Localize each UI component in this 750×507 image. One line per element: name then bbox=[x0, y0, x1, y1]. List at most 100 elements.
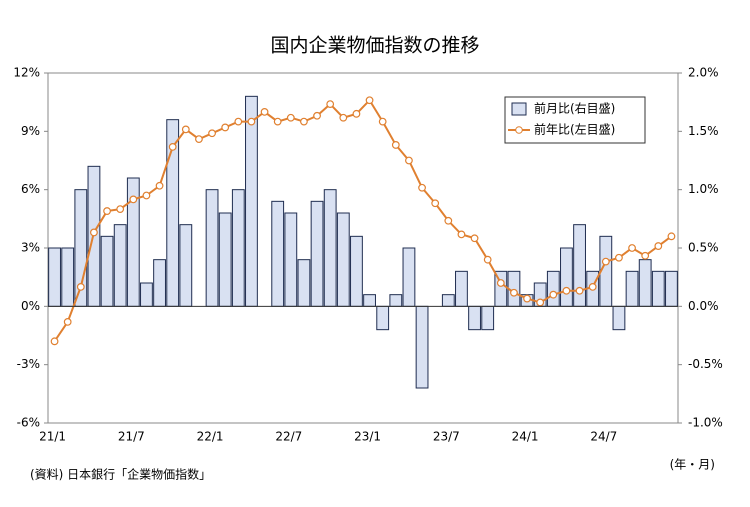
bar bbox=[441, 294, 455, 307]
y2-tick-label: 1.0% bbox=[688, 182, 719, 196]
legend-box bbox=[504, 96, 646, 144]
bar bbox=[231, 189, 245, 307]
line-marker bbox=[654, 242, 663, 250]
source-note: (資料) 日本銀行「企業物価指数」 bbox=[30, 467, 211, 482]
line-marker bbox=[300, 117, 308, 126]
line-marker bbox=[483, 255, 492, 264]
line-marker bbox=[181, 125, 190, 134]
y-tick-label: 9% bbox=[21, 124, 40, 138]
line-marker bbox=[90, 228, 98, 237]
legend-label: 前月比(右目盛) bbox=[534, 101, 615, 116]
line-marker bbox=[76, 282, 85, 291]
line-marker bbox=[273, 117, 282, 126]
line-marker bbox=[103, 207, 111, 215]
line-marker bbox=[247, 117, 256, 126]
line-marker bbox=[562, 286, 571, 295]
line-marker bbox=[155, 181, 164, 190]
bar bbox=[218, 212, 232, 307]
x-tick-label: 23/1 bbox=[354, 430, 381, 444]
y2-tick-label: 0.5% bbox=[688, 241, 719, 255]
x-tick-label: 21/7 bbox=[118, 430, 145, 444]
x-tick-label: 22/1 bbox=[197, 430, 224, 444]
x-axis-label: (年・月) bbox=[670, 458, 715, 472]
bar bbox=[468, 305, 481, 331]
y2-tick-label: 1.5% bbox=[688, 124, 719, 138]
line-marker bbox=[142, 191, 151, 200]
line-marker bbox=[549, 290, 558, 299]
bar bbox=[100, 235, 114, 307]
line-marker bbox=[641, 251, 650, 260]
y2-tick-label: 2.0% bbox=[688, 66, 719, 80]
line-marker bbox=[208, 129, 216, 138]
line-marker bbox=[63, 317, 72, 326]
x-tick-label: 24/1 bbox=[512, 430, 539, 444]
line-marker bbox=[129, 195, 138, 204]
y2-tick-label: -0.5% bbox=[688, 357, 723, 371]
bar bbox=[350, 235, 363, 307]
line-marker bbox=[523, 294, 531, 303]
line-marker bbox=[326, 100, 335, 109]
line-marker bbox=[116, 205, 125, 214]
y-tick-label: 0% bbox=[21, 299, 40, 313]
bar bbox=[376, 305, 390, 331]
line-marker bbox=[588, 282, 597, 291]
line-marker bbox=[168, 142, 177, 151]
line-marker bbox=[260, 107, 269, 116]
line-marker bbox=[536, 298, 545, 307]
line-marker bbox=[628, 244, 636, 252]
x-tick-label: 22/7 bbox=[275, 430, 302, 444]
line-marker bbox=[339, 113, 348, 122]
line-marker bbox=[286, 113, 295, 122]
line-marker bbox=[615, 253, 623, 262]
line-marker bbox=[470, 234, 479, 243]
line-marker bbox=[510, 288, 518, 297]
line-marker bbox=[575, 286, 584, 295]
bar bbox=[297, 259, 311, 307]
y-tick-label: -6% bbox=[17, 416, 40, 430]
bar bbox=[205, 189, 219, 307]
x-tick-label: 23/7 bbox=[433, 430, 460, 444]
bar bbox=[402, 247, 416, 307]
y-tick-label: 6% bbox=[21, 182, 40, 196]
bar bbox=[612, 305, 626, 331]
chart-title: 国内企業物価指数の推移 bbox=[270, 35, 479, 57]
legend-label: 前年比(左目盛) bbox=[534, 122, 615, 137]
y-tick-label: 3% bbox=[21, 241, 40, 255]
y2-tick-label: -1.0% bbox=[688, 416, 723, 430]
line-marker bbox=[431, 199, 440, 208]
legend-swatch-marker bbox=[515, 126, 523, 134]
line-marker bbox=[391, 141, 400, 149]
bar bbox=[363, 294, 376, 307]
x-tick-label: 21/1 bbox=[39, 430, 66, 444]
bar bbox=[153, 259, 166, 307]
bar bbox=[245, 95, 258, 307]
line-marker bbox=[418, 183, 426, 192]
bar bbox=[560, 247, 573, 307]
bar bbox=[638, 259, 652, 307]
bar bbox=[271, 200, 285, 307]
bar bbox=[284, 212, 298, 307]
bar bbox=[389, 294, 403, 307]
x-tick-label: 24/7 bbox=[590, 430, 617, 444]
bar bbox=[48, 247, 61, 307]
bar bbox=[113, 224, 127, 307]
line-marker bbox=[50, 337, 59, 346]
y2-tick-label: 0.0% bbox=[688, 299, 719, 313]
y-tick-label: -3% bbox=[17, 357, 40, 371]
line-marker bbox=[444, 216, 453, 225]
line-marker bbox=[378, 117, 387, 126]
line-marker bbox=[365, 96, 374, 105]
bar bbox=[323, 189, 337, 307]
bar bbox=[546, 270, 560, 307]
bar bbox=[665, 270, 678, 307]
line-marker bbox=[457, 230, 466, 239]
bar bbox=[140, 282, 153, 307]
bar bbox=[415, 305, 429, 389]
line-marker bbox=[313, 111, 321, 120]
y-tick-label: 12% bbox=[13, 66, 40, 80]
line-marker bbox=[496, 279, 505, 287]
bar bbox=[61, 247, 75, 307]
bar bbox=[481, 305, 495, 331]
line-marker bbox=[234, 117, 243, 126]
